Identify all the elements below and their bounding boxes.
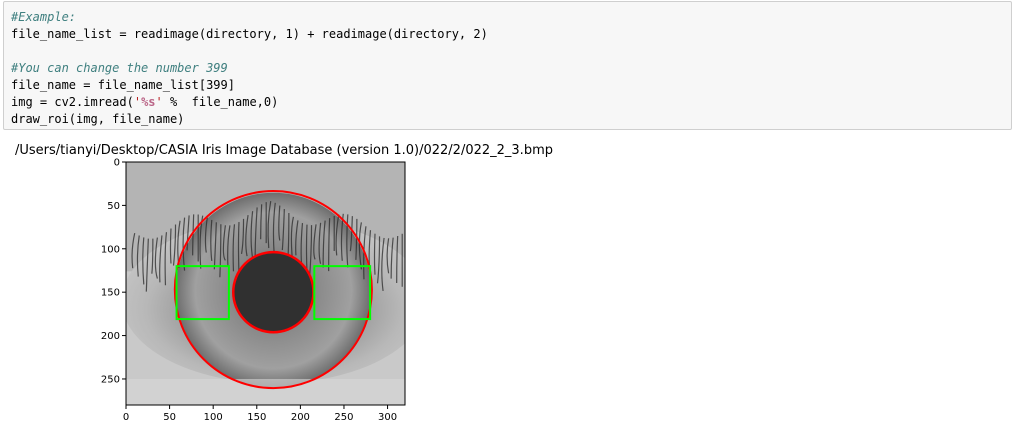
eyelash-stroke — [145, 238, 149, 292]
eyelash-stroke — [192, 214, 195, 256]
pupil-boundary-circle — [231, 250, 315, 334]
eyelash-stroke — [381, 237, 385, 291]
eyelash-stroke — [281, 209, 285, 251]
eyelash-stroke — [376, 236, 381, 284]
eyelash-stroke — [222, 225, 226, 261]
eyelash-stroke — [232, 224, 236, 272]
x-tick-label: 300 — [378, 412, 397, 423]
eyelash-stroke — [386, 238, 390, 274]
eyelash-stroke — [335, 214, 340, 256]
y-tick-label: 100 — [101, 244, 120, 255]
code-token: draw_roi(img, file_name) — [11, 112, 185, 126]
code-line: #You can change the number 399 — [11, 60, 488, 77]
code-token: img = cv2.imread( — [11, 95, 134, 109]
x-tick-label: 0 — [123, 412, 129, 423]
eyelash-stroke — [368, 230, 372, 266]
y-tick-label: 200 — [101, 331, 120, 342]
code-token: #You can change the number 399 — [11, 61, 228, 75]
eyelash-stroke — [250, 211, 254, 259]
code-token: %s — [141, 95, 156, 109]
iris-boundary-circle — [173, 190, 373, 390]
eyelash-stroke — [164, 232, 168, 286]
eyelash-stroke — [151, 238, 154, 274]
eyelash-stroke — [305, 224, 308, 272]
eyelash-stroke — [373, 233, 376, 275]
code-token: #Example: — [11, 10, 77, 24]
code-token: ' — [155, 95, 163, 109]
eyelash-stroke — [136, 235, 140, 277]
eyelash-stroke — [267, 200, 272, 249]
eyelash-stroke — [318, 222, 322, 264]
eyelash-stroke — [142, 237, 145, 285]
plot-frame — [125, 161, 406, 406]
eyelash-stroke — [131, 233, 136, 269]
x-tick-label: 200 — [291, 412, 310, 423]
eyelash-stroke — [245, 215, 249, 257]
eyelash-stroke — [349, 216, 353, 252]
eyelash-stroke — [396, 235, 399, 283]
eyelash-stroke — [300, 222, 304, 265]
code-cell[interactable]: #Example: file_name_list = readimage(dire… — [3, 1, 1012, 130]
code-line: #Example: — [11, 9, 488, 26]
eyelash-stroke — [322, 220, 326, 268]
eyelash-stroke — [186, 215, 190, 251]
eyelash-stroke — [159, 235, 163, 283]
eyelash-stroke — [295, 220, 299, 256]
eyelash-stroke — [172, 224, 177, 266]
eyelash-stroke — [346, 214, 349, 268]
code-line: file_name = file_name_list[399] — [11, 77, 488, 94]
code-token: file_name = file_name_list[399] — [11, 78, 235, 92]
eyelash-stroke — [227, 225, 231, 267]
code-editor[interactable]: #Example: file_name_list = readimage(dire… — [11, 9, 488, 128]
x-tick-label: 250 — [334, 412, 353, 423]
x-tick-label: 50 — [163, 412, 176, 423]
x-tick-label: 150 — [247, 412, 266, 423]
eyelash-stroke — [358, 222, 362, 270]
x-tick-label: 100 — [204, 412, 223, 423]
eyelash-stroke — [237, 222, 240, 276]
roi-box-1 — [175, 265, 230, 321]
eyelash-stroke — [340, 213, 344, 261]
y-tick-label: 50 — [107, 201, 120, 212]
code-token: % file_name,0) — [162, 95, 279, 109]
code-line: img = cv2.imread('%s' % file_name,0) — [11, 94, 488, 111]
eyelash-stroke — [240, 218, 245, 255]
code-token: file_name_list = readimage(directory, 1)… — [11, 27, 488, 41]
eyelash-stroke — [204, 217, 208, 253]
y-tick-label: 150 — [101, 288, 120, 299]
eyelash-stroke — [390, 237, 394, 279]
code-line: file_name_list = readimage(directory, 1)… — [11, 26, 488, 43]
eyelash-stroke — [199, 215, 204, 269]
eyelash-stroke — [260, 204, 263, 240]
eyelash-stroke — [278, 205, 281, 241]
y-tick-label: 250 — [101, 374, 120, 385]
code-token: ' — [133, 95, 142, 109]
eyelash-stroke — [313, 224, 317, 260]
eyelash-stroke — [154, 237, 158, 279]
eyelash-stroke — [219, 224, 222, 278]
eyelash-stroke — [210, 219, 213, 262]
code-line: draw_roi(img, file_name) — [11, 111, 488, 128]
output-path-text: /Users/tianyi/Desktop/CASIA Iris Image D… — [15, 143, 553, 158]
roi-box-2 — [313, 265, 372, 321]
y-tick-label: 0 — [114, 158, 120, 169]
eyelash-stroke — [169, 228, 172, 264]
eyelid-lower — [126, 378, 405, 405]
